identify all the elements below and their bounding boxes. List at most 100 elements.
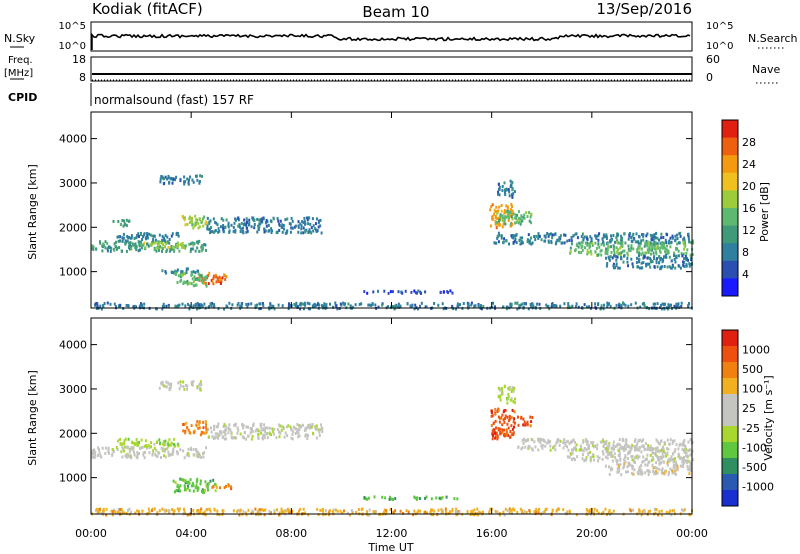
velocity-panel-region-6 [158,380,203,392]
power-panel-colorbar-swatch-8 [722,260,738,279]
velocity-panel-region-3 [182,420,208,437]
nsky-left-tick-top: 10^5 [59,21,86,32]
power-panel-colorbar-tick-5: 24 [742,158,756,171]
power-panel-region-9 [112,218,131,228]
velocity-panel-region-4 [172,477,218,494]
power-colorbar: 4 8 12 16 20 24 28 [721,119,756,297]
velocity-ylabel: Slant Range [km] [26,370,39,466]
velocity-panel-colorbar-swatch-3 [722,378,738,395]
freq-left-tick-bottom: 8 [79,71,86,84]
power-panel-region-10 [363,289,454,295]
nsearch-right-tick-bottom: 10^0 [706,41,733,52]
power-ylabel: Slant Range [km] [26,164,39,260]
nsky-trace [91,32,691,50]
power-panel-region-5 [161,267,200,275]
velocity-panel-colorbar-tick-0: 1000 [742,344,770,357]
velocity-panel-colorbar-swatch-0 [722,330,738,347]
power-colorbar-label: Power [dB] [758,182,771,242]
velocity-panel-region-2 [117,437,180,449]
velocity-panel-region-10 [497,384,516,405]
cpid-program-text: normalsound (fast) 157 RF [94,93,254,107]
velocity-panel-region-1 [207,422,324,441]
velocity-y-axis: 1000 2000 3000 4000 [59,339,692,485]
power-panel-ytick-label-2: 3000 [59,177,87,190]
power-panel-colorbar-tick-2: 12 [742,224,756,237]
xtick-label-2: 08:00 [275,527,307,540]
power-panel-colorbar-swatch-7 [722,243,738,262]
power-panel-region-3 [206,216,323,235]
velocity-colorbar-label: Velocity [m s⁻¹] [762,375,775,460]
power-y-axis: 1000 2000 3000 4000 [59,133,692,279]
power-panel-colorbar-tick-3: 16 [742,202,756,215]
radar-title: Kodiak (fitACF) [92,0,203,18]
power-panel-colorbar-tick-4: 20 [742,180,756,193]
velocity-panel-colorbar-swatch-8 [722,458,738,475]
velocity-panel-colorbar-swatch-10 [722,490,738,507]
velocity-panel-colorbar-swatch-6 [722,426,738,443]
power-panel-colorbar-tick-0: 4 [742,268,749,281]
velocity-panel-ytick-label-2: 3000 [59,383,87,396]
freq-panel-frame [90,56,693,82]
nsky-label: N.Sky [4,32,36,45]
velocity-colorbar: 1000 500 100 25 -25 -100 -500 -1000 [721,329,774,507]
velocity-panel-ytick-label-3: 4000 [59,339,87,352]
power-panel-region-7 [174,271,208,288]
freq-left-tick-top: 18 [72,53,86,66]
velocity-panel-ytick-label-1: 2000 [59,427,87,440]
power-panel-ytick-label-1: 2000 [59,221,87,234]
xtick-label-1: 04:00 [175,527,207,540]
freq-label: Freq. [8,55,33,66]
power-panel-region-0 [91,239,207,254]
nsky-left-tick-bottom: 10^0 [59,41,86,52]
velocity-panel-region-12 [566,446,694,463]
time-axis-label: Time UT [367,541,413,554]
velocity-panel-colorbar-tick-1: 500 [742,363,763,376]
nsearch-right-tick-top: 10^5 [706,21,733,32]
power-panel-frame [90,111,693,309]
nave-right-tick-top: 60 [706,53,720,66]
velocity-heatmap [91,380,694,517]
velocity-panel-region-8 [490,407,516,441]
velocity-panel-colorbar-tick-3: 25 [742,402,756,415]
power-panel-colorbar-swatch-4 [722,190,738,209]
xtick-label-5: 20:00 [576,527,608,540]
velocity-panel-colorbar-frame [721,329,739,507]
power-panel-colorbar-swatch-1 [722,137,738,156]
power-panel-region-4 [181,214,208,230]
power-panel-region-16 [605,253,694,271]
velocity-panel-colorbar-swatch-7 [722,442,738,459]
freq-unit-label: [MHz] [4,68,33,79]
velocity-panel-region-13 [604,460,693,477]
velocity-panel-region-7 [363,495,459,501]
power-panel-colorbar-swatch-2 [722,155,738,174]
velocity-panel-colorbar-tick-5: -100 [742,441,767,454]
velocity-panel-colorbar-swatch-5 [722,410,738,427]
power-panel-region-8 [159,174,203,186]
velocity-panel-colorbar-tick-2: 100 [742,383,763,396]
power-heatmap [91,174,694,311]
velocity-panel-colorbar-swatch-2 [722,362,738,379]
power-panel-colorbar-tick-1: 8 [742,246,749,259]
nave-label: Nave [752,63,780,76]
velocity-panel-region-5 [211,483,233,491]
power-panel-colorbar-tick-6: 28 [742,136,756,149]
power-panel-colorbar-frame [721,119,739,297]
power-panel-colorbar-swatch-5 [722,208,738,227]
xtick-label-0: 00:00 [75,527,107,540]
velocity-panel-colorbar-swatch-4 [722,394,738,411]
nsearch-label: N.Search [748,32,798,45]
velocity-panel-region-0 [91,445,207,460]
cpid-label: CPID [8,91,37,104]
power-panel-ytick-label-0: 1000 [59,266,87,279]
velocity-panel-colorbar-tick-4: -25 [742,422,760,435]
nsky-trace-line [91,32,691,42]
velocity-panel-region-9 [517,415,534,428]
power-panel-ytick-label-3: 4000 [59,133,87,146]
freq-trace [92,73,692,81]
power-panel-region-13 [497,179,516,199]
nave-right-tick-bottom: 0 [706,71,713,84]
velocity-panel-colorbar-tick-6: -500 [742,461,767,474]
date-label: 13/Sep/2016 [596,0,692,18]
velocity-panel-colorbar-swatch-9 [722,474,738,491]
